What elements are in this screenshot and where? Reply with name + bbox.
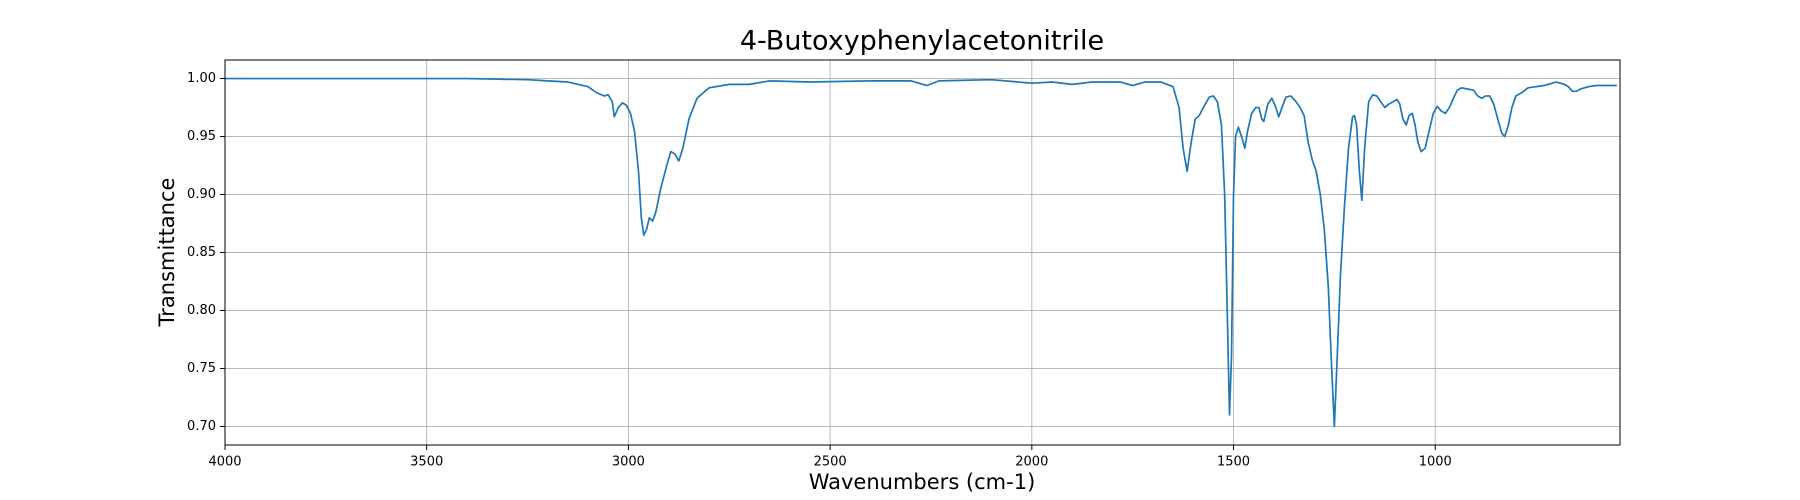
y-tick-label: 0.95 [187, 129, 216, 144]
x-tick-label: 1500 [1217, 455, 1250, 470]
spectrum-line [225, 77, 1617, 428]
x-tick-label: 3500 [410, 455, 443, 470]
x-tick-label: 1000 [1419, 455, 1452, 470]
x-tick-label: 3000 [612, 455, 645, 470]
x-tick-label: 2500 [814, 455, 847, 470]
y-tick-label: 1.00 [187, 71, 216, 86]
y-tick-label: 0.75 [187, 361, 216, 376]
y-tick-label: 0.90 [187, 187, 216, 202]
chart-title: 4-Butoxyphenylacetonitrile [740, 26, 1104, 57]
x-axis-label: Wavenumbers (cm-1) [809, 470, 1036, 494]
y-axis-label: Transmittance [155, 178, 179, 328]
y-tick-label: 0.70 [187, 419, 216, 434]
x-tick-label: 2000 [1015, 455, 1048, 470]
x-tick-label: 4000 [208, 455, 241, 470]
plot-frame [224, 59, 1621, 446]
y-tick-label: 0.85 [187, 245, 216, 260]
y-tick-label: 0.80 [187, 303, 216, 318]
